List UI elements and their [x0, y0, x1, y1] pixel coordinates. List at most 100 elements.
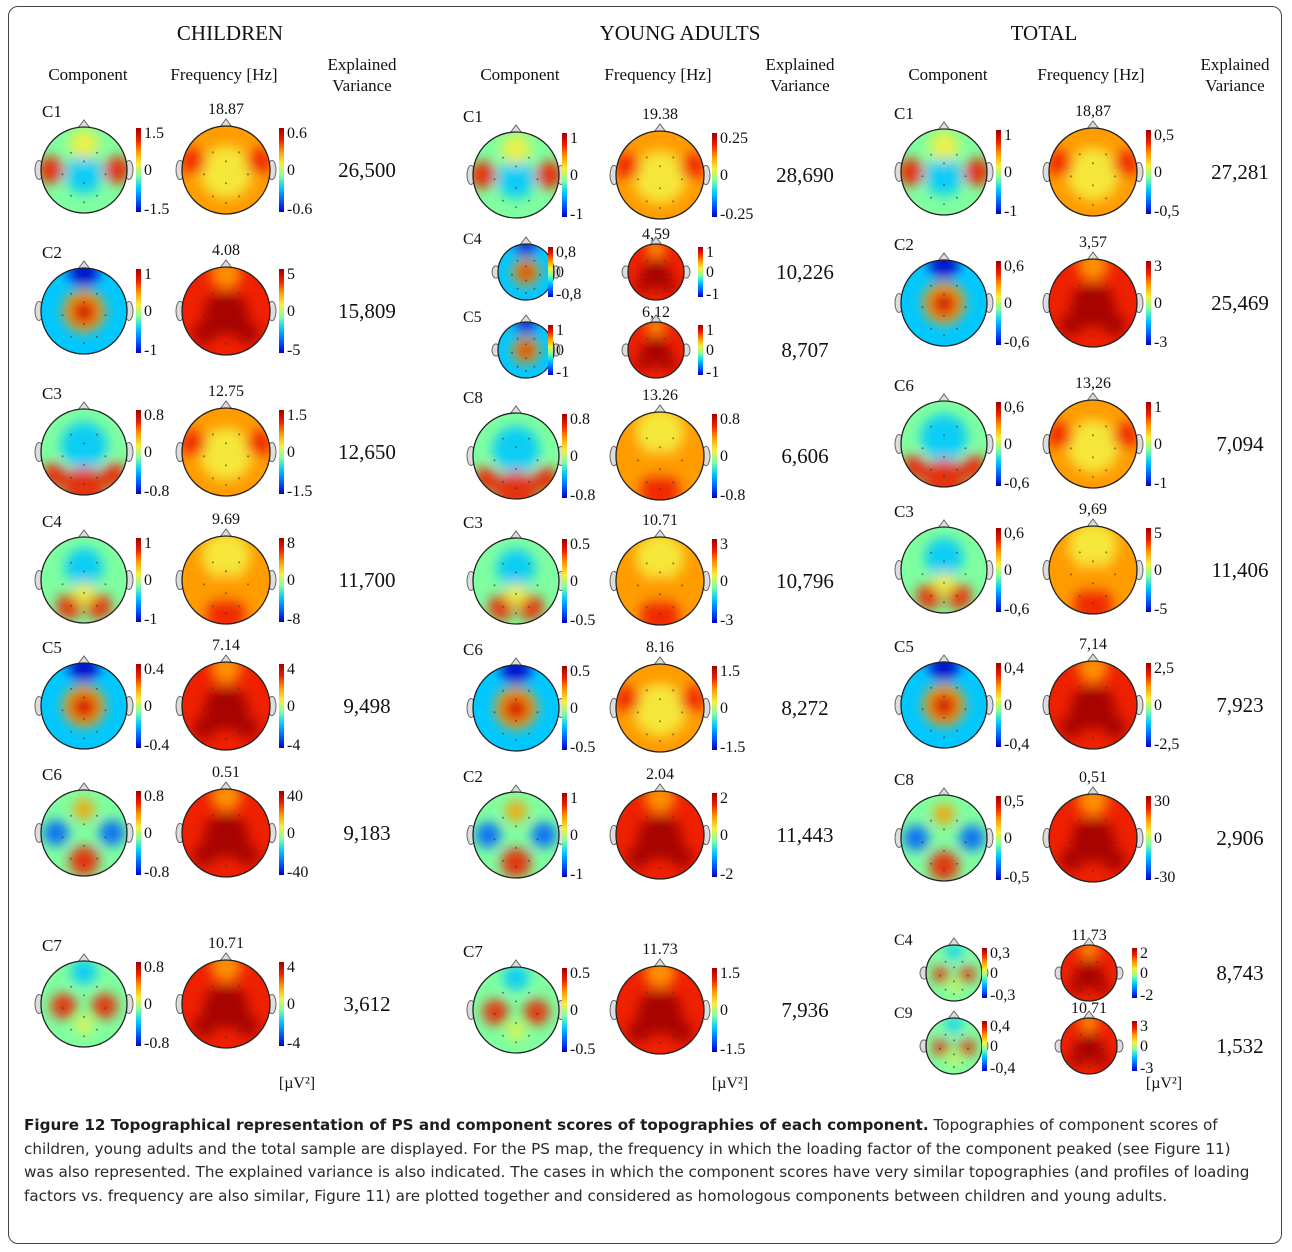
component-label: C6: [894, 376, 914, 395]
component-topomap: [34, 260, 134, 355]
component-topomap: [466, 530, 566, 625]
colorbar-zero-label: 0: [706, 342, 714, 359]
panel-title: YOUNG ADULTS: [600, 21, 761, 45]
explained-variance: 2,906: [1216, 826, 1263, 850]
frequency-colorbar: 2,5 0 -2,5: [1146, 660, 1179, 753]
colorbar-max-label: 1: [706, 322, 714, 339]
component-topomap: [34, 401, 134, 496]
frequency-colorbar: 0,5 0 -0,5: [1146, 127, 1179, 220]
colorbar-min-label: -0.8: [144, 864, 169, 881]
colorbar-min-label: -4: [287, 1035, 300, 1052]
colorbar-min-label: -0.5: [570, 739, 595, 756]
component-row: C7 11.73 7,936: [463, 941, 829, 1022]
peak-frequency: 18,87: [1075, 103, 1111, 120]
component-label: C9: [894, 1005, 913, 1022]
panel-children: CHILDREN Component Frequency [Hz] Explained…: [42, 21, 397, 1092]
component-row: C8 0,51 2,906: [894, 769, 1264, 850]
explained-variance: 7,923: [1216, 693, 1263, 717]
explained-variance: 26,500: [338, 158, 396, 182]
component-topomap: [919, 1010, 989, 1075]
component-topomap: [466, 657, 566, 752]
colorbar-max-label: 1: [144, 266, 152, 283]
explained-variance: 10,796: [776, 569, 834, 593]
colorbar-max-label: 0.8: [144, 407, 164, 424]
panel-title: CHILDREN: [177, 21, 283, 45]
colorbar-max-label: 3: [720, 536, 728, 553]
frequency-topomap: [175, 118, 277, 215]
peak-frequency: 13,26: [1075, 375, 1111, 392]
caption-title: Figure 12 Topographical representation o…: [24, 1116, 929, 1134]
peak-frequency: 0,51: [1079, 769, 1107, 786]
peak-frequency: 13.26: [642, 387, 678, 404]
colorbar-max-label: 4: [287, 959, 295, 976]
colorbar-max-label: 0,3: [990, 945, 1010, 962]
frequency-colorbar: 3 0 -3: [1132, 1018, 1153, 1077]
frequency-colorbar: 0.6 0 -0.6: [279, 125, 312, 218]
component-topomap: [466, 405, 566, 500]
component-row: C6 13,26 7,094: [894, 375, 1264, 456]
panel-title: TOTAL: [1011, 21, 1078, 45]
component-row: C5 6,12 8,707: [463, 304, 829, 362]
frequency-topomap: [175, 952, 277, 1049]
colorbar-zero-label: 0: [706, 264, 714, 281]
colorbar-min-label: -0.4: [144, 737, 169, 754]
colorbar-min-label: -1: [144, 342, 157, 359]
colorbar-zero-label: 0: [556, 264, 564, 281]
colorbar-max-label: 0,4: [990, 1018, 1010, 1035]
colorbar-max-label: 1: [556, 322, 564, 339]
colorbar-min-label: -1: [706, 364, 719, 381]
component-row: C1 19.38 28,690: [463, 106, 834, 187]
colorbar-zero-label: 0: [570, 573, 578, 590]
colorbar-min-label: -0.25: [720, 206, 753, 223]
component-row: C5 7.14 9,498: [42, 637, 391, 718]
frequency-header: Frequency [Hz]: [1037, 65, 1144, 84]
colorbar-max-label: 1: [1154, 399, 1162, 416]
figure-caption: Figure 12 Topographical representation o…: [24, 1114, 1264, 1208]
colorbar-min-label: -1: [706, 286, 719, 303]
colorbar-zero-label: 0: [144, 303, 152, 320]
peak-frequency: 9,69: [1079, 501, 1107, 518]
peak-frequency: 9.69: [212, 511, 240, 528]
colorbar-zero-label: 0: [720, 1002, 728, 1019]
colorbar-zero-label: 0: [144, 162, 152, 179]
colorbar-zero-label: 0: [144, 996, 152, 1013]
colorbar-max-label: 1.5: [144, 125, 164, 142]
colorbar-max-label: 5: [287, 266, 295, 283]
units-label: [µV²]: [279, 1075, 315, 1092]
component-row: C9 10,71 1,532: [894, 1000, 1264, 1058]
variance-header-line1: Explained: [766, 55, 835, 74]
explained-variance: 8,272: [781, 696, 828, 720]
colorbar-min-label: -1.5: [720, 739, 745, 756]
colorbar-min-label: -0.8: [144, 483, 169, 500]
colorbar-max-label: 0.8: [144, 959, 164, 976]
colorbar-min-label: -0,4: [1004, 736, 1029, 753]
component-row: C7 10.71 3,612: [42, 935, 391, 1016]
component-colorbar: 0,5 0 -0,5: [996, 793, 1029, 886]
component-label: C3: [463, 513, 483, 532]
colorbar-min-label: -4: [287, 737, 300, 754]
component-row: C5 7,14 7,923: [894, 636, 1264, 717]
colorbar-zero-label: 0: [1004, 830, 1012, 847]
explained-variance: 11,700: [339, 568, 396, 592]
component-row: C4 4,59 10,226: [463, 226, 834, 284]
frequency-topomap: [609, 529, 711, 626]
colorbar-zero-label: 0: [720, 573, 728, 590]
component-label: C6: [42, 765, 62, 784]
explained-variance: 11,406: [1212, 558, 1269, 582]
frequency-topomap: [1042, 251, 1144, 348]
colorbar-zero-label: 0: [1004, 697, 1012, 714]
frequency-colorbar: 40 0 -40: [279, 788, 308, 881]
peak-frequency: 3,57: [1079, 234, 1107, 251]
colorbar-min-label: -30: [1154, 869, 1175, 886]
component-colorbar: 0.8 0 -0.8: [136, 407, 169, 500]
frequency-topomap: [1042, 120, 1144, 217]
peak-frequency: 10,71: [1071, 1000, 1107, 1017]
peak-frequency: 10.71: [208, 935, 244, 952]
peak-frequency: 11.73: [642, 941, 677, 958]
component-row: C1 18,87 27,281: [894, 103, 1269, 184]
component-colorbar: 0.8 0 -0.8: [136, 788, 169, 881]
topography-figure: CHILDREN Component Frequency [Hz] Explained…: [34, 21, 1270, 1092]
colorbar-min-label: -5: [287, 342, 300, 359]
colorbar-min-label: -0,3: [990, 987, 1015, 1004]
units-label: [µV²]: [712, 1075, 748, 1092]
